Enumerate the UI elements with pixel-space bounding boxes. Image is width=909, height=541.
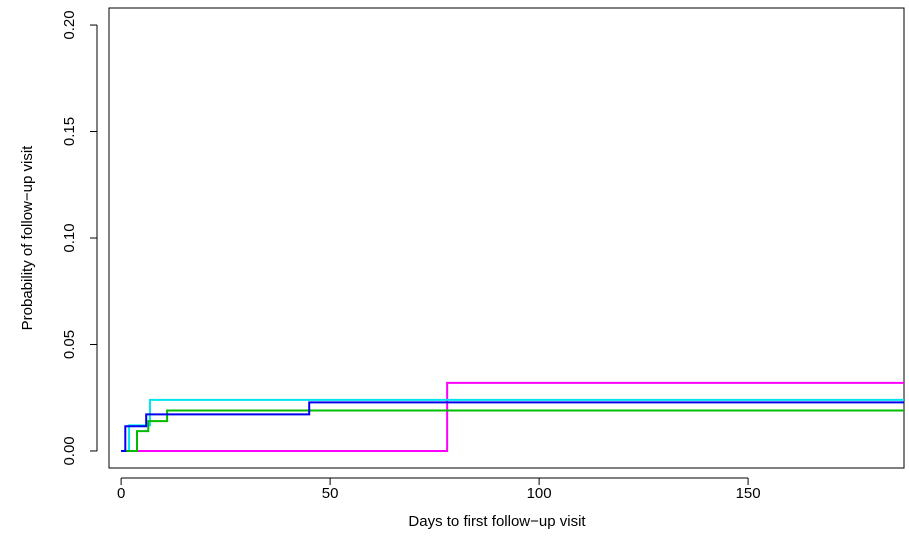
plot-frame — [108, 7, 905, 469]
x-tick-label: 150 — [736, 485, 761, 502]
step-line — [121, 409, 904, 452]
y-tick-label: 0.20 — [61, 10, 78, 39]
x-tick-label: 100 — [527, 485, 552, 502]
x-tick-label: 50 — [322, 485, 339, 502]
x-tick-label: 0 — [117, 485, 125, 502]
step-line — [121, 381, 904, 452]
step-line — [121, 398, 904, 452]
y-tick-label: 0.10 — [61, 223, 78, 252]
y-axis-label: Probability of follow−up visit — [19, 145, 36, 331]
y-tick-label: 0.15 — [61, 117, 78, 146]
x-axis-label: Days to first follow−up visit — [408, 513, 586, 530]
y-tick-label: 0.00 — [61, 436, 78, 465]
y-tick-label: 0.05 — [61, 330, 78, 359]
step-line — [121, 401, 904, 452]
